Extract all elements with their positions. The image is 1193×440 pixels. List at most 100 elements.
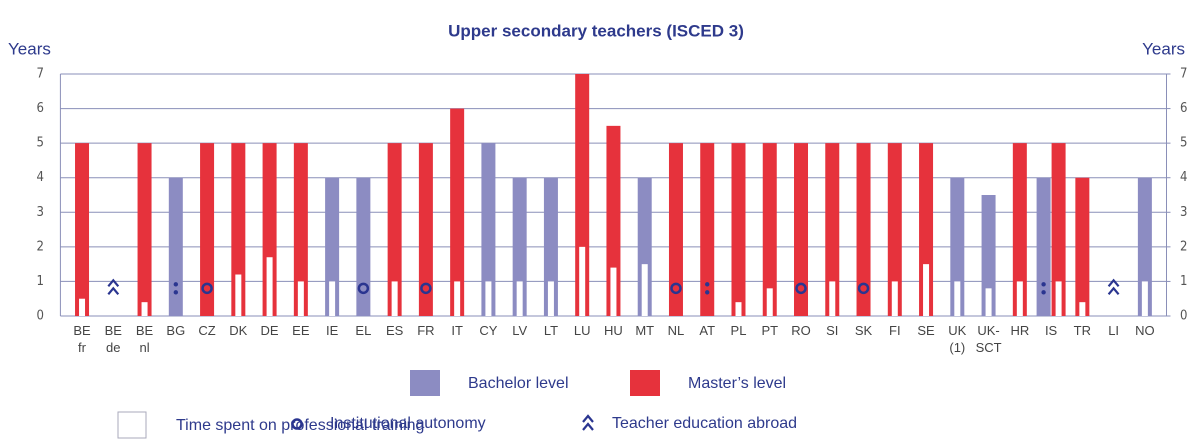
training-bar xyxy=(297,281,304,316)
x-tick-label: DK xyxy=(229,323,247,338)
training-bar xyxy=(579,246,586,316)
bar xyxy=(637,177,652,316)
training-bar xyxy=(985,288,992,316)
x-tick-label: PT xyxy=(761,323,778,338)
x-tick-label: LI xyxy=(1108,323,1119,338)
bar xyxy=(794,143,809,316)
bar xyxy=(75,143,90,316)
training-bar xyxy=(391,281,398,316)
legend-label: Master’s level xyxy=(688,375,786,392)
x-tick-label-line: de xyxy=(106,340,120,355)
x-tick-label-line: nl xyxy=(139,340,149,355)
not-available-dot xyxy=(173,290,179,295)
x-tick-label-line: SK xyxy=(855,323,873,338)
x-tick-label: SI xyxy=(826,323,838,338)
not-available-dot xyxy=(705,282,710,287)
bar xyxy=(512,177,527,316)
x-tick-label-line: CZ xyxy=(198,323,215,338)
x-tick-label-line: HR xyxy=(1010,323,1029,338)
bar xyxy=(356,177,371,316)
x-tick-label: NO xyxy=(1135,323,1155,338)
legend-swatch xyxy=(117,411,147,439)
x-tick-label-line: IS xyxy=(1045,323,1058,338)
bar xyxy=(825,143,840,316)
x-tick-label-line: BE xyxy=(73,323,91,338)
y2-tick-label: 6 xyxy=(1180,101,1187,116)
x-tick-label-line: DE xyxy=(261,323,279,338)
x-tick-label-line: IT xyxy=(451,323,463,338)
training-bar xyxy=(954,281,961,316)
bar xyxy=(700,143,715,316)
training-bar xyxy=(266,257,273,316)
bar xyxy=(981,195,996,316)
y-tick-label: 6 xyxy=(37,101,44,116)
x-tick-label-line: LU xyxy=(574,323,591,338)
autonomy-symbol xyxy=(291,418,303,430)
x-tick-label: SE xyxy=(917,323,935,338)
y-axis-label: Years xyxy=(8,39,51,58)
x-tick-label-line: LI xyxy=(1108,323,1119,338)
x-tick-label: BE fr xyxy=(73,323,91,355)
x-tick-label-line: ES xyxy=(386,323,404,338)
x-tick-label: DE xyxy=(261,323,279,338)
bar xyxy=(1036,177,1051,316)
y2-tick-label: 0 xyxy=(1180,309,1187,324)
bar xyxy=(887,143,902,316)
bar xyxy=(231,143,246,316)
bar xyxy=(543,177,558,316)
bar xyxy=(137,143,152,316)
bar xyxy=(606,125,621,316)
x-tick-label: RO xyxy=(791,323,811,338)
bar xyxy=(418,143,433,316)
bar xyxy=(950,177,965,316)
bar xyxy=(481,143,496,316)
abroad-symbol xyxy=(1107,278,1120,296)
training-bar xyxy=(485,281,492,316)
autonomy-symbol xyxy=(795,282,807,295)
training-bar xyxy=(829,281,836,316)
x-tick-label-line: CY xyxy=(479,323,497,338)
x-tick-label-line: PT xyxy=(761,323,778,338)
x-tick-label-line: HU xyxy=(604,323,623,338)
training-bar xyxy=(610,267,617,316)
x-tick-label: FI xyxy=(889,323,901,338)
training-bar xyxy=(641,264,648,316)
training-bar xyxy=(547,281,554,316)
training-bar xyxy=(1016,281,1023,316)
y2-tick-label: 4 xyxy=(1180,170,1187,185)
x-tick-label-line: BE xyxy=(136,323,154,338)
x-tick-label: BE nl xyxy=(136,323,154,355)
autonomy-symbol xyxy=(670,282,682,295)
not-available-dot xyxy=(173,282,179,287)
y2-tick-label: 7 xyxy=(1180,67,1187,82)
not-available-dot xyxy=(1041,282,1046,287)
not-available-dot xyxy=(705,290,710,295)
x-tick-label: AT xyxy=(699,323,715,338)
training-bar xyxy=(1141,281,1148,316)
bar xyxy=(919,143,934,316)
x-tick-label-line: PL xyxy=(731,323,747,338)
x-tick-label-line: DK xyxy=(229,323,247,338)
x-tick-label-line: NL xyxy=(668,323,685,338)
x-tick-label: UK- SCT xyxy=(976,323,1002,355)
training-bar xyxy=(766,288,773,316)
training-bar xyxy=(516,281,523,316)
not-available-dot xyxy=(1041,290,1046,295)
x-tick-label: FR xyxy=(417,323,434,338)
x-tick-label-line: SI xyxy=(826,323,838,338)
training-bar xyxy=(1079,302,1086,316)
bar xyxy=(856,143,871,316)
bar xyxy=(1137,177,1152,316)
x-tick-label-line: AT xyxy=(699,323,715,338)
abroad-symbol xyxy=(582,414,594,431)
x-tick-label: IS xyxy=(1045,323,1058,338)
legend-swatch xyxy=(630,370,660,396)
autonomy-symbol xyxy=(857,282,870,295)
training-bar xyxy=(891,281,898,316)
x-tick-label: SK xyxy=(855,323,873,338)
y-tick-label: 2 xyxy=(37,239,44,254)
x-tick-label-line: FR xyxy=(417,323,434,338)
bar xyxy=(262,143,277,316)
training-bar xyxy=(923,264,930,316)
x-tick-label: EL xyxy=(355,323,371,338)
